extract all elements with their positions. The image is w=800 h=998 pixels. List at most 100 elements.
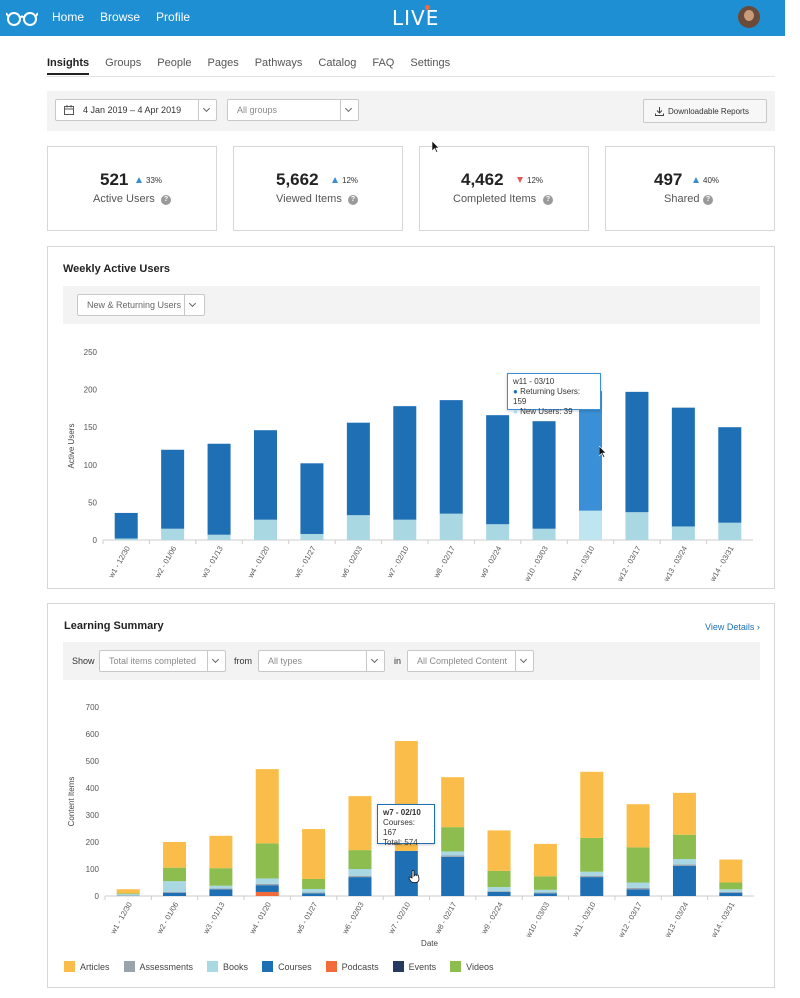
tooltip-new: New Users: 39 xyxy=(520,407,573,416)
x-tick-label: w5 - 01/27 xyxy=(292,545,318,581)
y-tick-label: 50 xyxy=(88,498,97,507)
top-nav: Home Browse Profile xyxy=(52,10,190,24)
legend-item[interactable]: Courses xyxy=(262,961,312,972)
tooltip-total: Total: 574 xyxy=(383,838,418,847)
user-type-value: New & Returning Users xyxy=(87,300,182,310)
tab-insights[interactable]: Insights xyxy=(47,57,90,75)
legend-label: Articles xyxy=(80,961,110,972)
help-icon[interactable]: ? xyxy=(543,195,553,205)
bar-segment xyxy=(254,519,277,540)
tooltip-title: w7 - 02/10 xyxy=(383,808,421,817)
legend-item[interactable]: Books xyxy=(207,961,248,972)
chart-legend: Articles Assessments Books Courses Podcasts E… xyxy=(64,961,493,972)
y-tick-label: 250 xyxy=(84,348,98,357)
bar-segment xyxy=(439,400,463,514)
help-icon[interactable]: ? xyxy=(348,195,358,205)
download-icon xyxy=(655,107,664,116)
legend-swatch xyxy=(64,961,75,972)
legend-swatch xyxy=(325,961,337,972)
legend-swatch xyxy=(392,961,404,972)
tab-groups[interactable]: Groups xyxy=(105,57,142,69)
triangle-up-icon xyxy=(693,177,699,183)
kpi-label: Shared xyxy=(664,193,700,205)
bar-segment xyxy=(486,415,510,525)
learning-summary-title: Learning Summary xyxy=(64,620,164,632)
nav-browse[interactable]: Browse xyxy=(100,10,141,24)
bar-segment xyxy=(346,515,370,540)
kpi-change: 40% xyxy=(703,176,720,185)
glasses-logo-icon[interactable] xyxy=(6,8,38,28)
bar-segment xyxy=(718,522,742,540)
legend-item[interactable]: Assessments xyxy=(123,961,194,972)
legend-swatch xyxy=(262,961,274,972)
learning-tooltip: w7 - 02/10 Courses: 167 Total: 574 xyxy=(377,804,435,847)
in-value: All Completed Content xyxy=(417,656,508,666)
y-tick-label: 200 xyxy=(84,386,98,395)
legend-label: Assessments xyxy=(139,961,194,972)
nav-profile[interactable]: Profile xyxy=(156,10,191,24)
calendar-icon xyxy=(64,105,74,115)
groups-select[interactable]: All groups xyxy=(227,99,359,121)
kpi-card-shared: 497 40% Shared ? xyxy=(605,146,775,231)
tab-pathways[interactable]: Pathways xyxy=(254,57,303,69)
legend-label: Podcasts xyxy=(341,961,379,972)
x-tick-label: w13 - 03/24 xyxy=(661,545,689,584)
y-axis-label: Active Users xyxy=(67,424,76,469)
view-details-link[interactable]: View Details › xyxy=(705,622,760,632)
chevron-down-icon xyxy=(207,651,225,671)
kpi-value: 497 xyxy=(654,170,683,189)
chevron-down-icon xyxy=(198,100,216,120)
legend-swatch xyxy=(207,961,219,972)
downloadable-reports-label: Downloadable Reports xyxy=(668,107,749,116)
show-select[interactable]: Total items completed xyxy=(99,650,226,672)
tab-faq[interactable]: FAQ xyxy=(372,57,395,69)
tab-settings[interactable]: Settings xyxy=(410,57,451,69)
downloadable-reports-button[interactable]: Downloadable Reports xyxy=(643,99,767,123)
legend-item[interactable]: Events xyxy=(392,961,436,972)
legend-item[interactable]: Podcasts xyxy=(325,961,379,972)
date-range-select[interactable]: 4 Jan 2019 – 4 Apr 2019 xyxy=(55,99,217,121)
bar-segment xyxy=(393,519,417,540)
x-tick-label: w9 - 02/24 xyxy=(478,545,504,581)
legend-item[interactable]: Videos xyxy=(450,961,493,972)
bar-segment xyxy=(161,528,185,540)
bar-segment xyxy=(579,510,602,540)
from-value: All types xyxy=(268,656,303,666)
show-value: Total items completed xyxy=(109,656,197,666)
top-nav-bar: Home Browse Profile LIVE xyxy=(0,0,785,36)
legend-item[interactable]: Articles xyxy=(64,961,110,972)
tab-pages[interactable]: Pages xyxy=(207,57,239,69)
bar-segment xyxy=(114,512,138,539)
nav-home[interactable]: Home xyxy=(52,10,85,24)
y-tick-label: 150 xyxy=(84,423,98,432)
kpi-label: Completed Items xyxy=(453,193,537,205)
bar-segment xyxy=(532,421,556,529)
legend-swatch xyxy=(123,961,135,972)
in-select[interactable]: All Completed Content xyxy=(407,650,534,672)
from-select[interactable]: All types xyxy=(258,650,385,672)
kpi-value: 521 xyxy=(100,170,129,189)
tooltip-title: w11 - 03/10 xyxy=(513,377,555,386)
kpi-value: 4,462 xyxy=(461,170,504,189)
tooltip-returning: Returning Users: 159 xyxy=(513,387,581,406)
y-tick-label: 100 xyxy=(84,461,98,470)
triangle-down-icon xyxy=(517,177,523,183)
user-type-select[interactable]: New & Returning Users xyxy=(77,294,205,316)
bar-segment xyxy=(114,538,138,540)
view-details-label: View Details xyxy=(705,622,755,632)
tab-people[interactable]: People xyxy=(157,57,192,69)
bar-segment xyxy=(207,443,231,535)
tab-catalog[interactable]: Catalog xyxy=(318,57,357,69)
help-icon[interactable]: ? xyxy=(161,195,171,205)
bar-segment xyxy=(671,407,695,527)
x-tick-label: w3 - 01/13 xyxy=(199,545,225,581)
help-icon[interactable]: ? xyxy=(703,195,713,205)
x-tick-label: w8 - 02/17 xyxy=(431,545,457,581)
x-tick-label: w10 - 03/03 xyxy=(522,545,550,584)
avatar[interactable] xyxy=(738,6,760,28)
date-range-value: 4 Jan 2019 – 4 Apr 2019 xyxy=(83,105,182,115)
brand-logo[interactable]: LIVE xyxy=(392,6,440,30)
x-tick-label: w6 - 02/03 xyxy=(338,545,364,581)
triangle-up-icon xyxy=(332,177,338,183)
y-tick-label: 0 xyxy=(93,536,98,545)
